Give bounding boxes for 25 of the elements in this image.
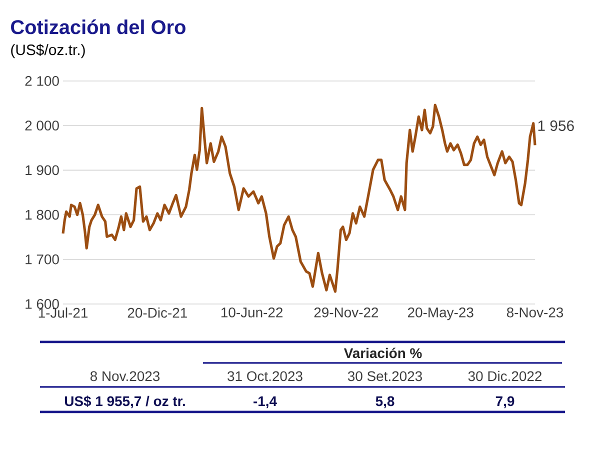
chart-title: Cotización del Oro (11, 19, 186, 34)
text: US$ 1 955,7 / oz tr. (64, 396, 185, 408)
x-tick-label: 20-Dic-21 (128, 308, 187, 318)
x-tick-label: 10-Jun-22 (221, 307, 283, 318)
chart-subtitle: (US$/oz.tr.) (11, 44, 85, 58)
text: 5,8 (376, 396, 394, 408)
text: 31 Oct.2023 (228, 371, 302, 382)
x-tick-label: 1-Jul-21 (38, 308, 88, 318)
text: 8 Nov.2023 (90, 371, 160, 382)
text: 7,9 (496, 396, 514, 408)
text: 30 Dic.2022 (468, 370, 542, 382)
line-series (62, 104, 536, 293)
x-tick-label: 20-May-23 (408, 307, 474, 320)
y-tick-label: 2 000 (25, 120, 59, 131)
text: Variación % (344, 348, 422, 358)
x-tick-label: 29-Nov-22 (314, 307, 378, 318)
y-tick-label: 1 800 (26, 210, 59, 220)
text: -1,4 (254, 396, 277, 408)
annotation: 1 956 (538, 120, 574, 132)
y-tick-label: 1 700 (26, 254, 59, 264)
y-tick-label: 1 900 (26, 165, 59, 176)
x-tick-label: 8-Nov-23 (506, 307, 564, 318)
y-tick-label: 1 600 (26, 299, 59, 309)
y-tick-label: 2 100 (25, 76, 59, 86)
text: 30 Set.2023 (348, 371, 422, 382)
